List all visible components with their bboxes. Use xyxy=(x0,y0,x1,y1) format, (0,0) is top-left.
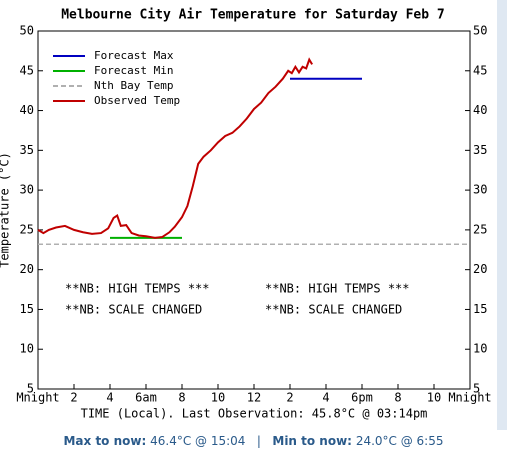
annotation: **NB: SCALE CHANGED xyxy=(65,303,202,317)
y-tick-label: 45 xyxy=(20,63,34,77)
annotation: **NB: HIGH TEMPS *** xyxy=(65,282,210,296)
x-tick-label: 8 xyxy=(178,391,185,405)
side-strip xyxy=(497,0,507,430)
annotation: **NB: HIGH TEMPS *** xyxy=(265,282,410,296)
x-axis-label: TIME (Local). Last Observation: 45.8°C @… xyxy=(81,407,428,421)
y-tick-label: 10 xyxy=(20,342,34,356)
y-tick-label: 35 xyxy=(20,143,34,157)
legend-label: Forecast Min xyxy=(94,64,173,77)
y-tick-label-right: 15 xyxy=(473,302,487,316)
x-tick-label: 8 xyxy=(394,391,401,405)
y-tick-label: 15 xyxy=(20,302,34,316)
x-tick-label: Mnight xyxy=(16,391,59,405)
x-tick-label: 6am xyxy=(135,391,157,405)
y-tick-label-right: 25 xyxy=(473,222,487,236)
y-tick-label: 20 xyxy=(20,262,34,276)
y-tick-label: 25 xyxy=(20,222,34,236)
x-tick-label: 6pm xyxy=(351,391,373,405)
separator: | xyxy=(256,434,261,448)
x-tick-label: 2 xyxy=(70,391,77,405)
x-tick-label: 10 xyxy=(427,391,441,405)
y-tick-label: 30 xyxy=(20,183,34,197)
y-tick-label-right: 20 xyxy=(473,262,487,276)
annotation: **NB: SCALE CHANGED xyxy=(265,303,402,317)
y-tick-label-right: 50 xyxy=(473,24,487,38)
legend-label: Nth Bay Temp xyxy=(94,79,173,92)
min-value: 24.0°C @ 6:55 xyxy=(355,434,444,448)
y-tick-label-right: 40 xyxy=(473,103,487,117)
y-tick-label-right: 35 xyxy=(473,143,487,157)
max-label: Max to now: xyxy=(63,434,147,448)
x-tick-label: 10 xyxy=(211,391,225,405)
y-tick-label-right: 45 xyxy=(473,63,487,77)
y-tick-label: 50 xyxy=(20,24,34,38)
y-tick-label: 5 xyxy=(27,382,34,396)
max-value: 46.4°C @ 15:04 xyxy=(150,434,246,448)
x-tick-label: 12 xyxy=(247,391,261,405)
y-tick-label-right: 5 xyxy=(473,382,480,396)
x-tick-label: 4 xyxy=(322,391,329,405)
chart-title: Melbourne City Air Temperature for Satur… xyxy=(61,8,445,23)
y-tick-label-right: 10 xyxy=(473,342,487,356)
legend-label: Forecast Max xyxy=(94,49,174,62)
x-tick-label: Mnight xyxy=(448,391,491,405)
y-tick-label-right: 30 xyxy=(473,183,487,197)
series-line xyxy=(37,57,313,239)
min-label: Min to now: xyxy=(272,434,352,448)
footer: Max to now: 46.4°C @ 15:04 | Min to now:… xyxy=(0,434,507,448)
chart: Melbourne City Air Temperature for Satur… xyxy=(0,0,507,430)
y-axis-label: Temperature (°C) xyxy=(0,152,12,268)
x-tick-label: 4 xyxy=(106,391,113,405)
x-tick-label: 2 xyxy=(286,391,293,405)
legend-label: Observed Temp xyxy=(94,94,180,107)
y-tick-label: 40 xyxy=(20,103,34,117)
